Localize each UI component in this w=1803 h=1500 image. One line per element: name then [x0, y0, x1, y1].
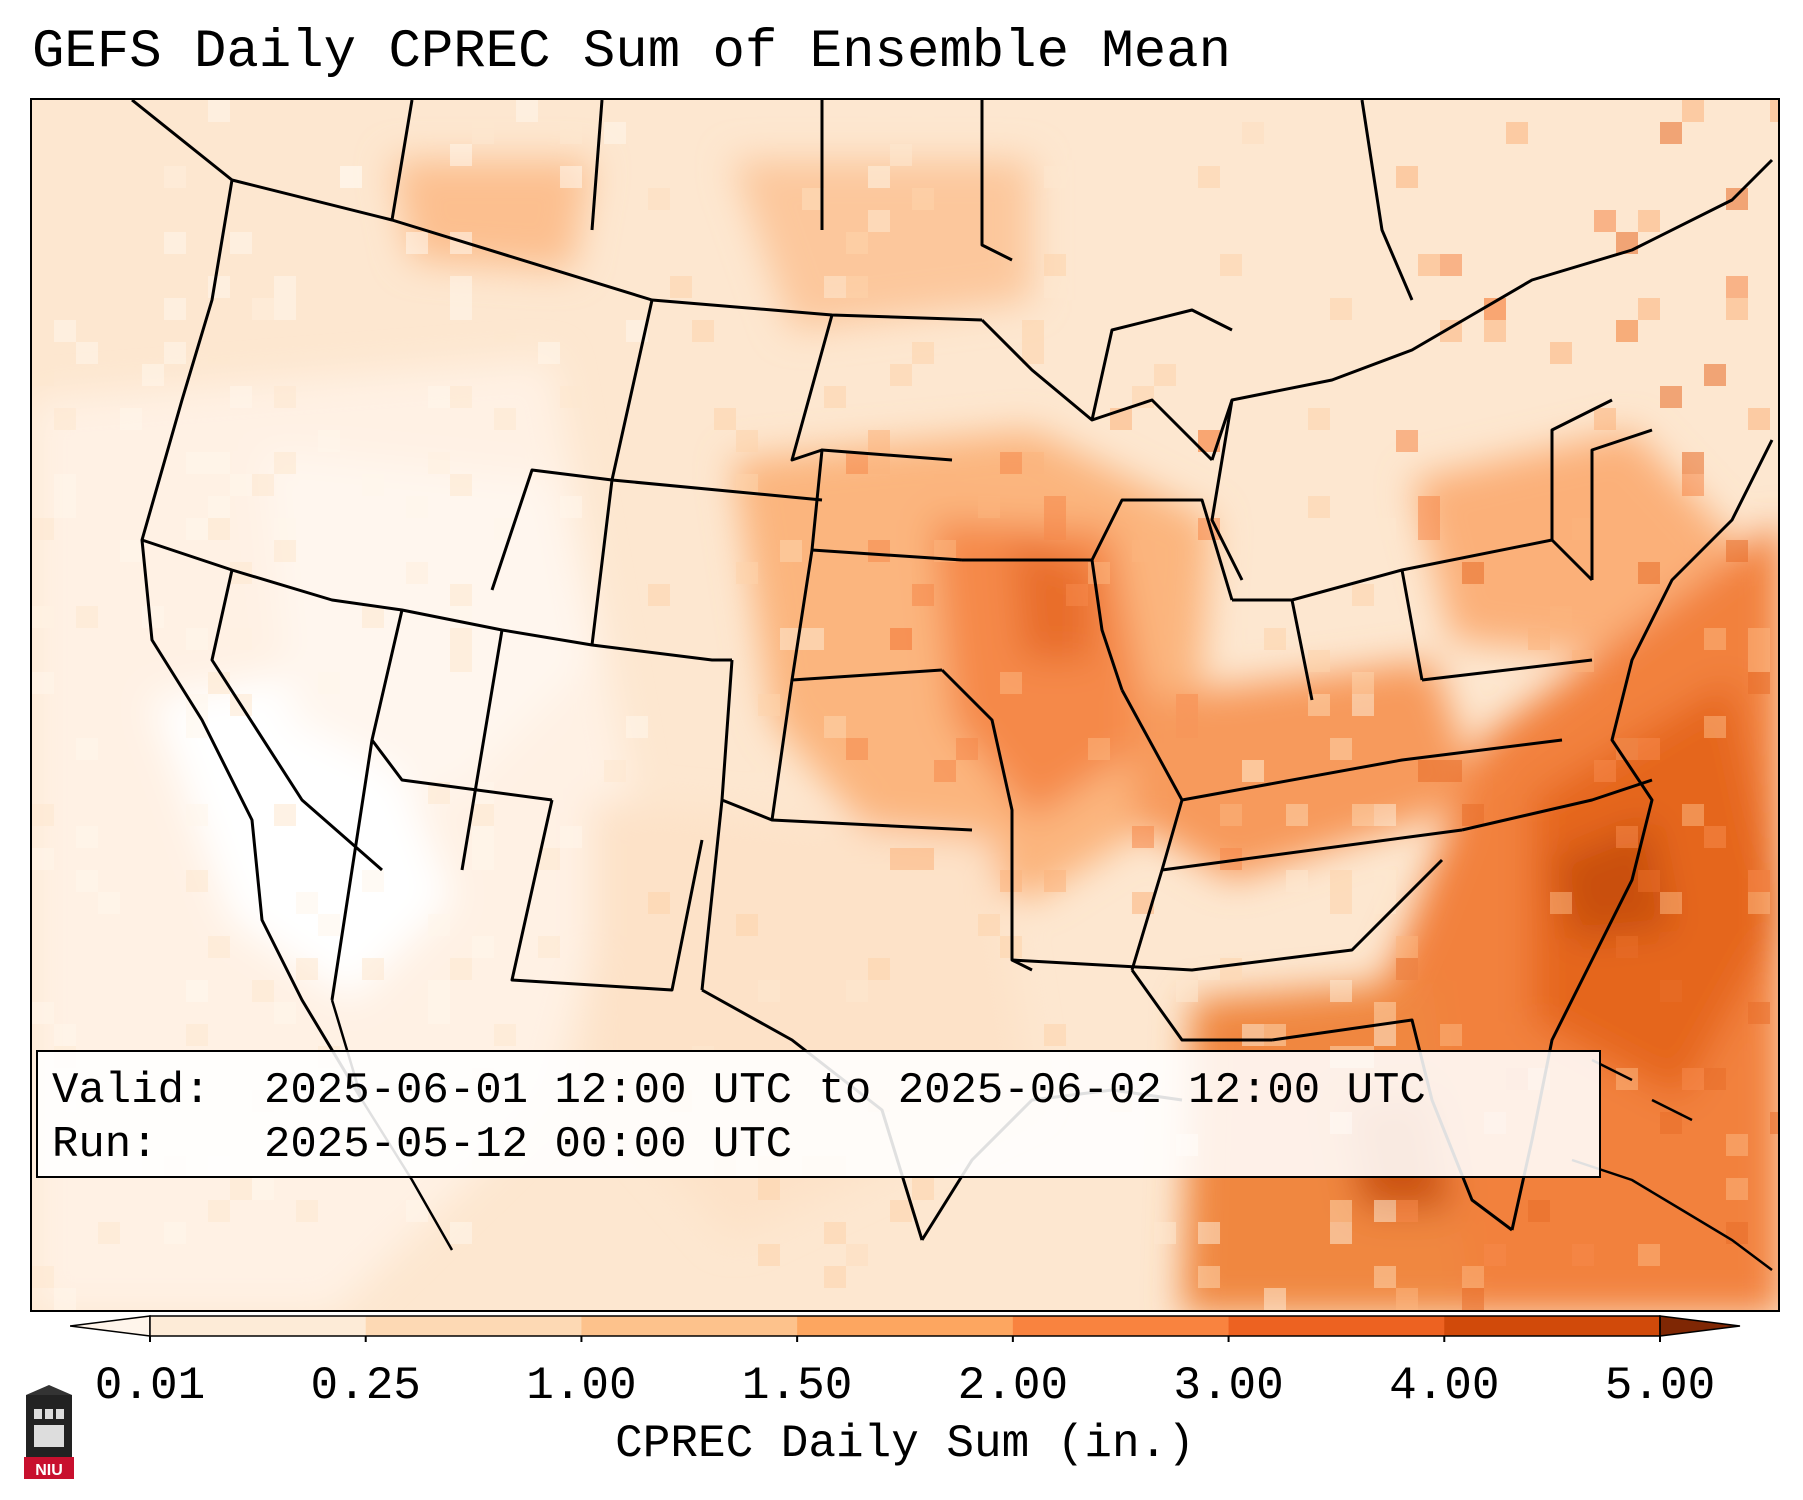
run-row: Run: 2025-05-12 00:00 UTC: [52, 1118, 1599, 1172]
colorbar-tick-label: 1.50: [741, 1360, 853, 1412]
colorbar-tick-label: 0.01: [94, 1360, 206, 1412]
colorbar: [70, 1315, 1741, 1342]
colorbar-tick-label: 0.25: [310, 1360, 421, 1412]
colorbar-segment: [1444, 1316, 1661, 1336]
colorbar-segment: [797, 1316, 1014, 1336]
page-title: GEFS Daily CPREC Sum of Ensemble Mean: [32, 22, 1231, 83]
colorbar-title: CPREC Daily Sum (in.): [615, 1418, 1195, 1470]
colorbar-border: [149, 1315, 1661, 1337]
university-logo-icon: NIU: [24, 1385, 74, 1479]
colorbar-tick-label: 4.00: [1389, 1360, 1500, 1412]
valid-value: 2025-06-01 12:00 UTC to 2025-06-02 12:00…: [264, 1066, 1426, 1116]
colorbar-segment: [1012, 1316, 1230, 1336]
valid-run-info-box: Valid: 2025-06-01 12:00 UTC to 2025-06-02…: [36, 1050, 1601, 1178]
valid-row: Valid: 2025-06-01 12:00 UTC to 2025-06-02…: [52, 1064, 1599, 1118]
colorbar-tick-label: 2.00: [957, 1360, 1069, 1412]
colorbar-tick-label: 3.00: [1173, 1360, 1284, 1412]
colorbar-segment: [1228, 1316, 1445, 1336]
run-value: 2025-05-12 00:00 UTC: [264, 1120, 793, 1170]
colorbar-tick-label: 1.00: [526, 1360, 637, 1412]
colorbar-segment: [581, 1316, 798, 1336]
logo-text: NIU: [35, 1462, 63, 1479]
colorbar-over-arrow: [1659, 1315, 1741, 1337]
valid-label: Valid:: [52, 1066, 211, 1116]
colorbar-segment: [150, 1316, 367, 1336]
colorbar-under-arrow: [70, 1315, 151, 1337]
colorbar-tick-label: 5.00: [1604, 1360, 1716, 1412]
run-label: Run:: [52, 1120, 158, 1170]
colorbar-segment: [365, 1316, 582, 1336]
